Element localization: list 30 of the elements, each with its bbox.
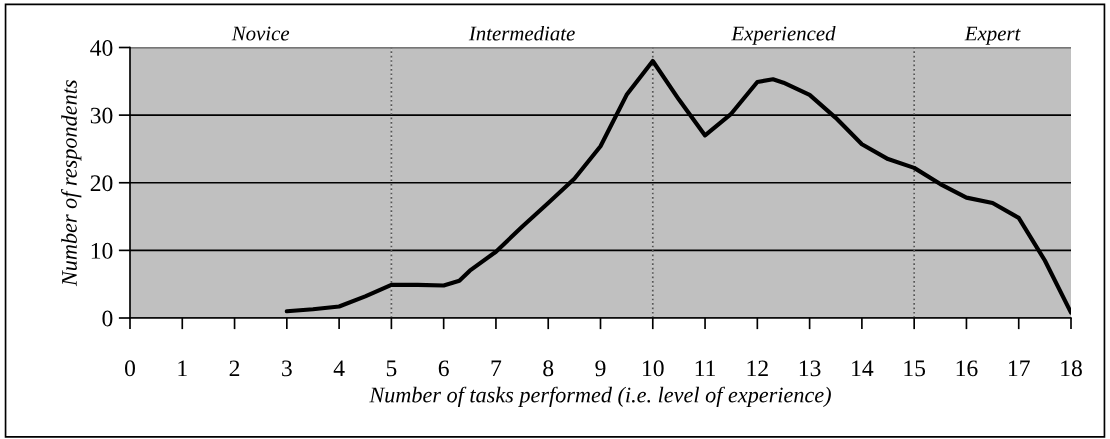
band-label: Experienced — [731, 25, 836, 45]
x-tick-label: 13 — [799, 360, 821, 377]
x-tick-label: 11 — [695, 360, 715, 377]
y-tick-label: 30 — [90, 107, 113, 124]
x-tick-label: 2 — [229, 360, 240, 377]
y-tick-label: 40 — [90, 39, 113, 56]
y-tick-label: 20 — [90, 175, 113, 192]
x-tick-label: 16 — [956, 360, 978, 377]
x-tick-label: 10 — [643, 360, 664, 377]
x-tick-label: 9 — [595, 360, 606, 377]
x-tick-label: 5 — [386, 360, 397, 377]
x-axis-title: Number of tasks performed (i.e. level of experience) — [369, 386, 831, 408]
x-tick-label: 3 — [282, 360, 292, 377]
x-tick-label: 12 — [747, 360, 768, 377]
band-label: Novice — [231, 26, 290, 41]
x-tick-label: 4 — [333, 360, 345, 377]
y-tick-label: 0 — [102, 310, 113, 327]
x-tick-label: 6 — [438, 360, 449, 377]
x-tick-label: 1 — [178, 360, 187, 377]
x-tick-label: 17 — [1008, 360, 1030, 377]
x-tick-label: 15 — [904, 360, 926, 377]
band-label: Expert — [964, 26, 1021, 45]
band-label: Intermediate — [468, 25, 575, 41]
x-tick-label: 18 — [1061, 360, 1082, 377]
y-axis-title: Number of respondents — [61, 80, 82, 287]
x-tick-label: 8 — [543, 360, 554, 377]
x-tick-label: 0 — [125, 360, 135, 377]
y-tick-label: 10 — [91, 242, 113, 259]
x-tick-label: 7 — [491, 360, 502, 377]
x-tick-label: 14 — [852, 360, 874, 377]
